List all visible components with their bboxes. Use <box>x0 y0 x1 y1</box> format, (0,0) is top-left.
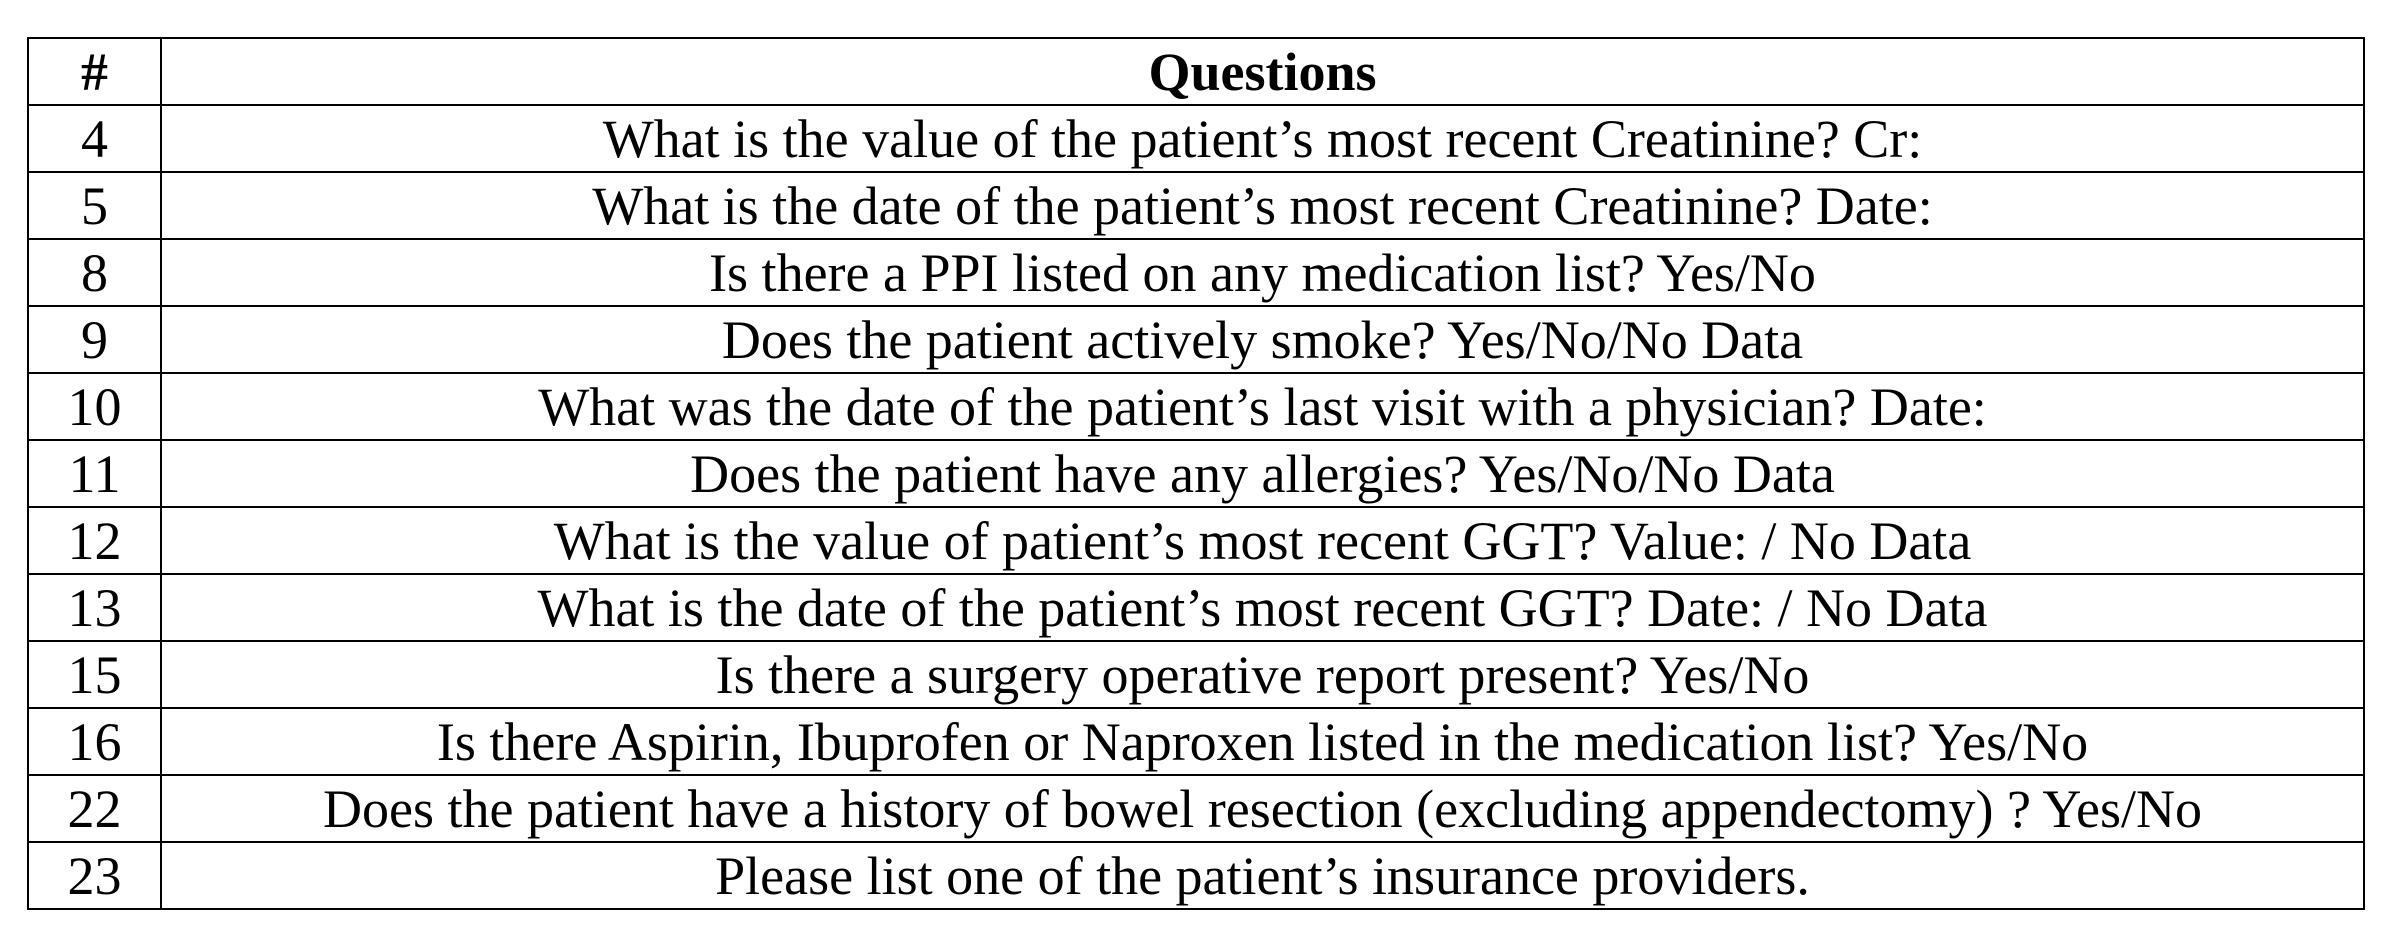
row-question: Is there a PPI listed on any medication … <box>160 238 2365 307</box>
table-row: 23 Please list one of the patient’s insu… <box>27 841 2365 910</box>
row-number: 15 <box>27 640 162 709</box>
row-number: 10 <box>27 372 162 441</box>
row-number: 16 <box>27 707 162 776</box>
questions-table-container: # Questions 4 What is the value of the p… <box>27 37 2365 910</box>
table-row: 11 Does the patient have any allergies? … <box>27 439 2365 508</box>
row-number: 11 <box>27 439 162 508</box>
row-question: Does the patient have any allergies? Yes… <box>160 439 2365 508</box>
table-row: 15 Is there a surgery operative report p… <box>27 640 2365 709</box>
row-question: What is the date of the patient’s most r… <box>160 573 2365 642</box>
table-row: 4 What is the value of the patient’s mos… <box>27 104 2365 173</box>
row-question: Is there a surgery operative report pres… <box>160 640 2365 709</box>
table-row: 16 Is there Aspirin, Ibuprofen or Naprox… <box>27 707 2365 776</box>
table-row: 5 What is the date of the patient’s most… <box>27 171 2365 240</box>
row-number: 5 <box>27 171 162 240</box>
row-number: 9 <box>27 305 162 374</box>
table-row: 12 What is the value of patient’s most r… <box>27 506 2365 575</box>
row-question: What is the value of patient’s most rece… <box>160 506 2365 575</box>
table-row: 13 What is the date of the patient’s mos… <box>27 573 2365 642</box>
row-question: What is the value of the patient’s most … <box>160 104 2365 173</box>
row-number: 13 <box>27 573 162 642</box>
row-number: 23 <box>27 841 162 910</box>
table-row: 8 Is there a PPI listed on any medicatio… <box>27 238 2365 307</box>
table-row: 9 Does the patient actively smoke? Yes/N… <box>27 305 2365 374</box>
column-header-questions: Questions <box>160 37 2365 106</box>
column-header-number: # <box>27 37 162 106</box>
table-header: # Questions <box>27 37 2365 106</box>
questions-table: # Questions 4 What is the value of the p… <box>27 37 2365 910</box>
row-question: Is there Aspirin, Ibuprofen or Naproxen … <box>160 707 2365 776</box>
row-question: Please list one of the patient’s insuran… <box>160 841 2365 910</box>
row-number: 8 <box>27 238 162 307</box>
row-question: Does the patient actively smoke? Yes/No/… <box>160 305 2365 374</box>
row-question: What was the date of the patient’s last … <box>160 372 2365 441</box>
table-body: 4 What is the value of the patient’s mos… <box>27 104 2365 910</box>
table-row: 22 Does the patient have a history of bo… <box>27 774 2365 843</box>
table-row: 10 What was the date of the patient’s la… <box>27 372 2365 441</box>
row-question: What is the date of the patient’s most r… <box>160 171 2365 240</box>
header-row: # Questions <box>27 37 2365 106</box>
row-number: 4 <box>27 104 162 173</box>
row-number: 12 <box>27 506 162 575</box>
row-question: Does the patient have a history of bowel… <box>160 774 2365 843</box>
row-number: 22 <box>27 774 162 843</box>
